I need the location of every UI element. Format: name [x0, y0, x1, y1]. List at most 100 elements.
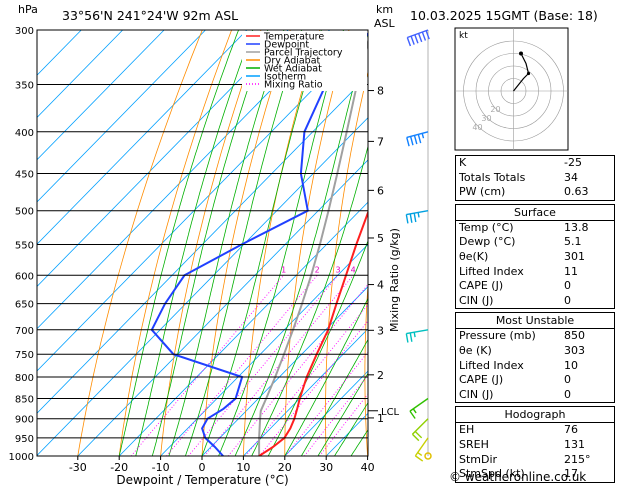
mixing-ratio-value: 2 — [315, 265, 320, 274]
mixing-ratio-value: 4 — [351, 265, 356, 274]
wet-adiabat-line — [201, 30, 322, 456]
wind-barb-flag — [417, 212, 420, 218]
pressure-tick-label: 500 — [15, 207, 34, 218]
mu-row: θe (K) 303 — [459, 343, 585, 357]
wind-barb-flag — [414, 34, 419, 44]
hodo-row: StmSpd (kt) 17 — [459, 467, 578, 481]
km-tick-label: 8 — [377, 85, 384, 98]
index-row-k: K -25 — [459, 156, 582, 169]
dry-adiabat-line — [284, 30, 350, 456]
wet-adiabat-line — [334, 402, 368, 456]
isotherm-line — [37, 74, 368, 414]
dry-adiabat-line — [118, 30, 232, 456]
isotherm-line — [37, 32, 368, 372]
mixing-ratio-value: 3 — [335, 265, 340, 274]
isotherm-line — [243, 328, 368, 456]
hodograph-endpoint — [519, 51, 523, 56]
legend-entry: Parcel Trajectory — [264, 48, 343, 59]
pressure-tick-label: 700 — [15, 326, 34, 337]
station-location: 33°56'N 241°24'W 92m ASL — [62, 8, 239, 23]
wind-barb-flag — [413, 332, 416, 338]
pressure-tick-label: 300 — [15, 26, 34, 37]
surface-row: θe(K) 301 — [459, 249, 585, 263]
wind-barb — [409, 397, 429, 412]
hodo-row: EH 76 — [459, 423, 578, 437]
storm-motion-marker — [526, 71, 531, 76]
wind-barb-flag — [405, 214, 409, 224]
x-tick-label: 0 — [199, 461, 206, 474]
most-unstable-table: Most Unstable Pressure (mb) 850 θe (K) 303… — [455, 312, 615, 404]
hodograph-ring-label: 30 — [481, 114, 491, 123]
legend-entry: Wet Adiabat — [264, 64, 322, 75]
mixing-ratio-value: 1 — [281, 265, 286, 274]
isotherm-line — [37, 30, 123, 119]
x-tick-label: 20 — [278, 461, 292, 474]
indices-table: K -25 Totals Totals 34 PW (cm) 0.63 — [455, 155, 615, 201]
wet-adiabat-line — [135, 30, 254, 456]
temperature-line — [258, 209, 368, 456]
legend-entry: Mixing Ratio — [264, 80, 323, 91]
mu-row: CIN (J) 0 — [459, 387, 571, 401]
surface-title: Surface — [456, 205, 614, 221]
x-axis-title: Dewpoint / Temperature (°C) — [116, 473, 288, 486]
wind-calm-marker — [424, 452, 432, 460]
pressure-tick-label: 900 — [15, 415, 34, 426]
wind-barb — [406, 210, 429, 216]
isotherm-line — [37, 30, 82, 76]
wind-barb-flag — [409, 136, 414, 146]
x-tick-label: -30 — [69, 461, 87, 474]
lcl-label: LCL — [381, 407, 400, 418]
isotherm-line — [37, 30, 289, 287]
wind-barb-flag — [409, 213, 413, 223]
hodograph-ring-label: 40 — [472, 123, 482, 132]
hodograph-ring — [463, 40, 564, 142]
x-tick-label: 40 — [361, 461, 375, 474]
hodograph-frame — [454, 27, 569, 151]
wind-barb-flag — [414, 430, 423, 439]
isotherm-line — [37, 30, 206, 203]
wind-barb-flag — [417, 452, 423, 457]
isotherm-line — [37, 30, 330, 330]
pressure-tick-label: 600 — [15, 271, 34, 282]
isotherm-line — [37, 30, 248, 245]
isotherm-line — [160, 243, 368, 456]
wind-barb-flag — [414, 455, 424, 462]
pressure-tick-label: 400 — [15, 128, 34, 139]
mixing-ratio-value: 10 — [400, 265, 410, 274]
x-tick-label: -20 — [110, 461, 128, 474]
index-row-totals: Totals Totals 34 — [459, 170, 578, 184]
dewpoint-line — [150, 32, 368, 456]
mu-row: CAPE (J) 0 — [459, 373, 571, 387]
km-tick-label: 1 — [377, 412, 384, 425]
surface-row: Temp (°C) 13.8 — [459, 220, 589, 234]
pressure-tick-label: 800 — [15, 373, 34, 384]
wind-barb-flag — [412, 408, 417, 414]
x-tick-label: 30 — [319, 461, 333, 474]
wind-barb-flag — [409, 332, 413, 342]
mixing-ratio-line — [166, 275, 318, 456]
isotherm-line — [37, 30, 165, 161]
hodograph-table: Hodograph EH 76 SREH 131 StmDir 215° StmSpd… — [455, 406, 615, 483]
wind-barb-flag — [413, 213, 417, 223]
pressure-tick-label: 850 — [15, 394, 34, 405]
surface-row: CIN (J) 0 — [459, 293, 571, 307]
mixing-ratio-axis-title: Mixing Ratio (g/kg) — [388, 228, 401, 332]
wind-barb-flag — [411, 433, 420, 442]
hodo-row: SREH 131 — [459, 437, 585, 451]
pressure-tick-label: 1000 — [9, 452, 34, 463]
x-tick-label: 10 — [236, 461, 250, 474]
legend-entry: Dewpoint — [264, 40, 309, 51]
mu-row: Pressure (mb) 850 — [459, 329, 585, 343]
hodograph-ring-label: 20 — [490, 105, 500, 114]
legend-entry: Temperature — [263, 32, 324, 43]
mixing-ratio-value: 20 — [442, 265, 452, 274]
pressure-tick-label: 450 — [15, 169, 34, 180]
mu-row: Lifted Index 10 — [459, 358, 578, 372]
hodograph-ring — [500, 78, 527, 104]
pressure-tick-label: 550 — [15, 240, 34, 251]
height-asl-label: ASL — [374, 17, 395, 30]
mixing-ratio-value: 6 — [373, 265, 378, 274]
wind-barb-flag — [421, 133, 425, 139]
surface-row: Dewp (°C) 5.1 — [459, 235, 582, 249]
